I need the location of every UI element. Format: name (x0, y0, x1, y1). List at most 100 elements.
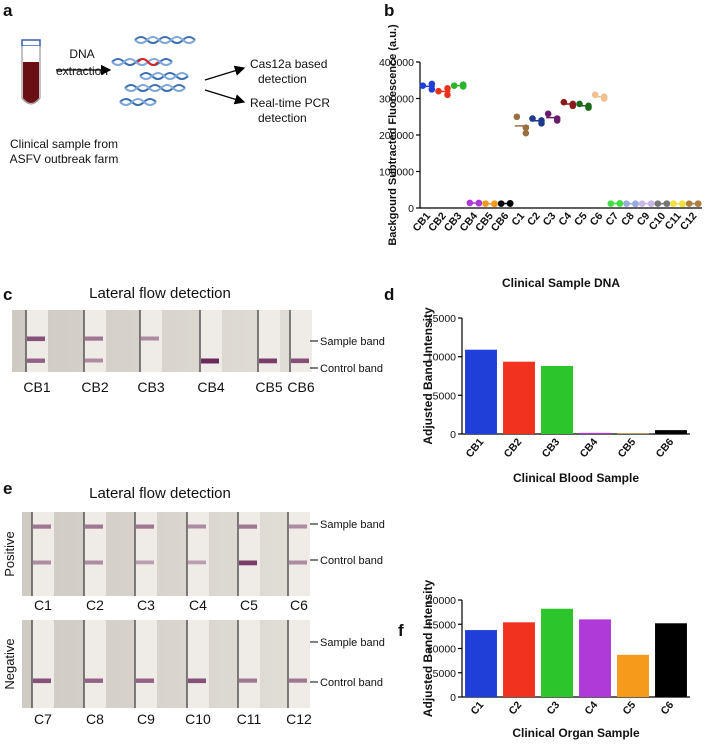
strip (288, 620, 310, 708)
bar (465, 630, 497, 697)
dot (444, 92, 451, 99)
bar (579, 619, 611, 697)
strip-label: C8 (86, 711, 104, 727)
band (201, 359, 219, 364)
strip-label: CB1 (23, 379, 50, 395)
panel-label: c (3, 285, 12, 304)
band (27, 359, 45, 363)
x-tick-label: C3 (544, 699, 562, 717)
diagram-text: Cas12a based (250, 57, 327, 71)
strip-label: CB3 (137, 379, 164, 395)
strip-label: C2 (86, 597, 104, 613)
photo-title: Lateral flow detection (89, 285, 231, 302)
band (239, 525, 257, 529)
x-axis-title: Clinical Sample DNA (502, 276, 620, 290)
band (289, 525, 307, 529)
strip (187, 620, 209, 708)
x-tick-label: C5 (572, 210, 590, 228)
x-tick-label: C12 (678, 210, 700, 233)
x-tick-label: C1 (468, 699, 486, 717)
strip-label: CB5 (255, 379, 282, 395)
diagram-text: detection (258, 111, 307, 125)
band (239, 561, 257, 566)
group-label: Positive (2, 531, 17, 577)
band (289, 679, 307, 683)
band-label: Control band (320, 677, 383, 689)
band (136, 525, 154, 529)
band (27, 337, 45, 342)
strip (32, 620, 54, 708)
strip-label: CB6 (287, 379, 314, 395)
y-tick-label: 0 (408, 203, 414, 215)
x-tick-label: C5 (620, 699, 638, 717)
panel-label: f (398, 621, 404, 640)
diagram-text: Clinical sample from (10, 137, 118, 151)
x-tick-label: CB3 (540, 436, 563, 460)
bar (655, 623, 687, 697)
strip-label: C10 (185, 711, 211, 727)
strip-photo (22, 620, 310, 708)
y-tick-label: 5000 (433, 668, 457, 680)
bar (541, 609, 573, 697)
strip (135, 620, 157, 708)
band (188, 679, 206, 684)
panel-label: d (384, 285, 394, 304)
band (33, 561, 51, 565)
y-axis-title: Adjusted Band Intensity (421, 307, 435, 445)
band (289, 561, 307, 565)
dot (545, 111, 552, 118)
bar (541, 366, 573, 434)
diagram-text: detection (258, 72, 307, 86)
y-axis-title: Backgourd Subtracted Fluorescence (a.u.) (387, 24, 399, 246)
bar (503, 362, 535, 434)
x-tick-label: C2 (525, 210, 543, 228)
dot (514, 113, 521, 120)
bar (503, 622, 535, 697)
panel-label: e (3, 479, 12, 498)
x-tick-label: C1 (509, 210, 527, 228)
x-tick-label: C3 (541, 210, 559, 228)
y-tick-label: 0 (450, 429, 456, 441)
band-label: Sample band (320, 637, 385, 649)
photo-title: Lateral flow detection (89, 485, 231, 502)
x-tick-label: C6 (588, 210, 606, 228)
x-tick-label: CB1 (464, 436, 487, 460)
x-tick-label: CB2 (502, 436, 525, 460)
strip-label: C7 (34, 711, 52, 727)
band (85, 359, 103, 363)
dot (523, 130, 530, 137)
y-axis-title: Adjusted Band Intensity (421, 580, 435, 718)
band (33, 525, 51, 529)
band (141, 337, 159, 341)
strip-label: CB2 (81, 379, 108, 395)
band (33, 679, 51, 684)
strip-label: C6 (290, 597, 308, 613)
x-tick-label: C4 (582, 699, 600, 717)
y-tick-label: 0 (450, 692, 456, 704)
strip-label: C5 (240, 597, 258, 613)
bar (465, 350, 497, 434)
diagram-text: extraction (56, 64, 108, 78)
strip-label: C9 (137, 711, 155, 727)
strip-label: C1 (34, 597, 52, 613)
band (259, 359, 277, 364)
x-tick-label: C2 (506, 699, 524, 717)
x-tick-label: C8 (619, 210, 637, 228)
strip (140, 310, 162, 372)
strip-label: C11 (237, 711, 262, 727)
band-label: Control band (320, 363, 383, 375)
bar (579, 433, 611, 434)
strip (84, 310, 106, 372)
bar (655, 430, 687, 434)
strip-label: C4 (189, 597, 207, 613)
band (85, 525, 103, 529)
diagram-text: ASFV outbreak farm (10, 152, 119, 166)
strip (238, 620, 260, 708)
band (136, 679, 154, 683)
band-label: Control band (320, 555, 383, 567)
band (188, 561, 206, 565)
x-tick-label: CB6 (489, 210, 512, 234)
y-tick-label: 5000 (433, 390, 457, 402)
band (291, 359, 309, 364)
